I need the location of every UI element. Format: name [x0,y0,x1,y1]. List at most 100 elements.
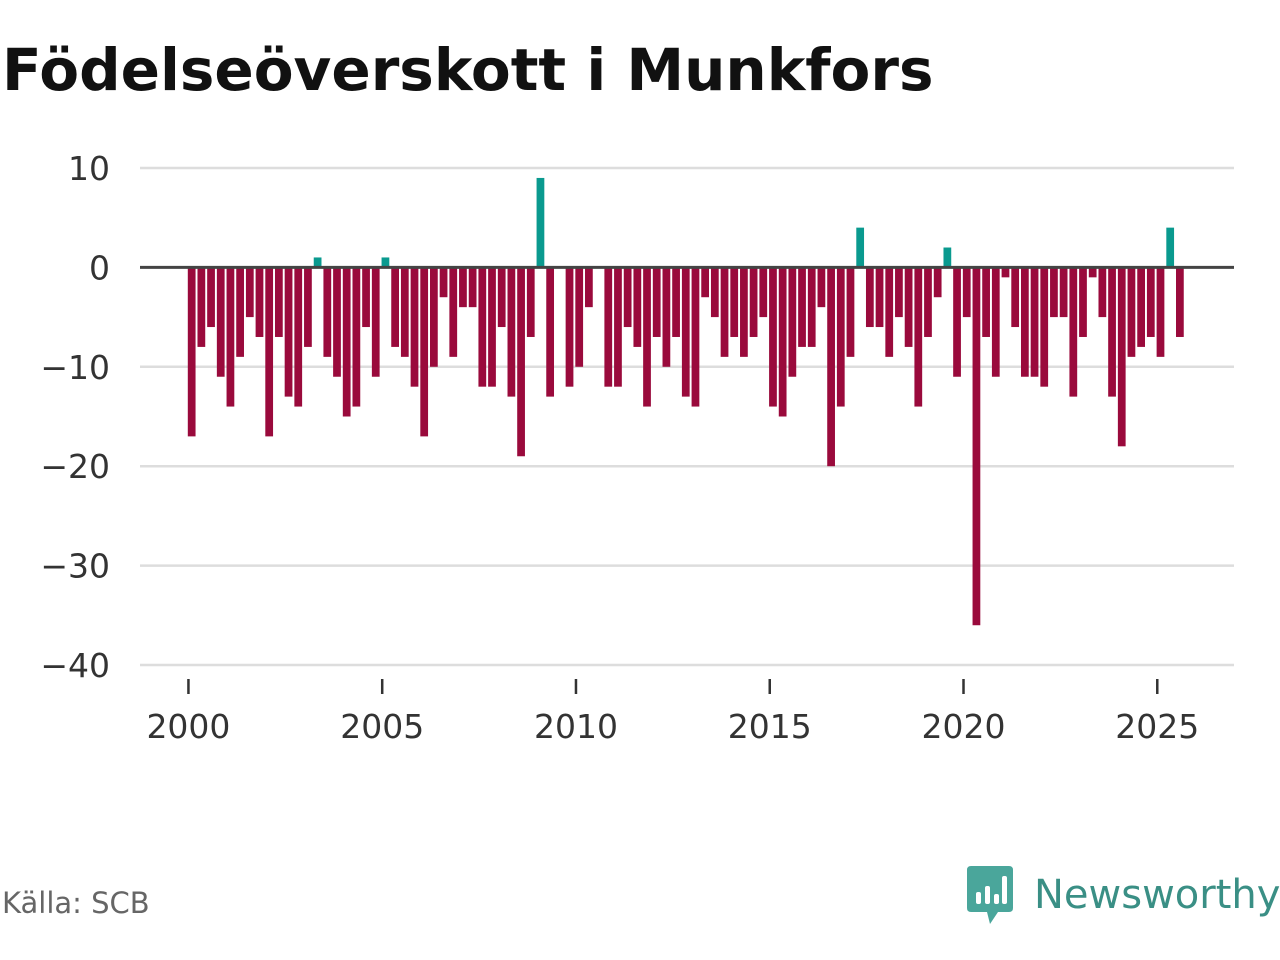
bar [1088,267,1097,278]
bar [759,267,768,318]
bar [371,267,380,377]
bar [904,267,913,347]
bar [342,267,351,417]
bar [1108,267,1116,397]
bar [962,267,971,318]
bar [1011,267,1020,328]
bar [313,257,322,268]
bar-series [187,177,1184,626]
bar [788,267,797,377]
bar [740,267,748,357]
bar [836,267,845,407]
bar [749,267,758,337]
bar [1146,267,1155,337]
bar [459,267,467,308]
bar [449,267,458,357]
bar [575,267,584,367]
bar [933,267,942,298]
bar [701,267,710,298]
bar [488,267,496,387]
brand-logo[interactable]: Newsworthy [964,864,1280,926]
x-axis: 2000 2005 2010 2015 2020 2025 [146,679,1199,746]
bar [730,267,739,337]
y-tick-label: −30 [40,547,110,586]
bar [1127,267,1136,357]
bar [1098,267,1107,318]
bar [468,267,477,308]
bar [1020,267,1029,377]
bar [924,267,932,337]
bar [536,177,545,268]
bar [245,267,254,318]
bar [216,267,225,377]
bar [565,267,574,387]
newsworthy-logo-icon [967,866,1013,924]
bar [197,267,206,347]
bar [846,267,855,357]
bar [226,267,235,407]
bar [1166,227,1175,268]
bar [875,267,884,328]
bar [517,267,525,457]
bar [207,267,215,328]
bar [817,267,826,308]
bar [972,267,981,626]
bar [827,267,835,467]
bar [478,267,487,387]
brand-name: Newsworthy [1034,872,1280,918]
y-tick-label: −20 [40,447,110,486]
bar [391,267,399,347]
bar [943,247,952,268]
bar [778,267,787,417]
bar [294,267,303,407]
bar [1117,267,1126,447]
bar [526,267,535,337]
bar [1137,267,1145,347]
x-tick-label: 2010 [534,707,618,746]
bar [633,267,642,347]
bar [362,267,370,328]
bar [430,267,438,367]
y-tick-label: −10 [40,348,110,387]
bar [865,267,874,328]
chart-title: Födelseöverskott i Munkfors [2,36,934,104]
bar [1079,267,1087,337]
bar [604,267,613,387]
y-tick-label: 10 [68,149,110,188]
x-tick-label: 2025 [1115,707,1199,746]
bar [1069,267,1078,397]
bar [1030,267,1039,377]
bar [352,267,361,407]
bar [769,267,777,407]
bar [710,267,719,318]
x-tick-label: 2000 [146,707,230,746]
bar [284,267,293,397]
gridlines [140,166,1234,667]
y-tick-label: 0 [89,248,110,287]
bar [1176,267,1184,337]
bar [982,267,990,337]
y-axis: 10 0 −10 −20 −30 −40 [40,149,110,685]
bar [400,267,409,357]
bar [953,267,961,377]
bar [187,267,196,437]
bar [1040,267,1049,387]
bar [614,267,622,387]
bar [381,257,390,268]
bar [497,267,506,328]
bar [895,267,903,318]
bar [410,267,419,387]
bar [691,267,700,407]
x-tick-label: 2015 [728,707,812,746]
bar [304,267,312,347]
bar [507,267,516,397]
bar [662,267,671,367]
bar [439,267,448,298]
bar [265,267,274,437]
bar [1059,267,1068,318]
bar [1001,267,1010,278]
bar [585,267,593,308]
bar [798,267,806,347]
bar [914,267,923,407]
